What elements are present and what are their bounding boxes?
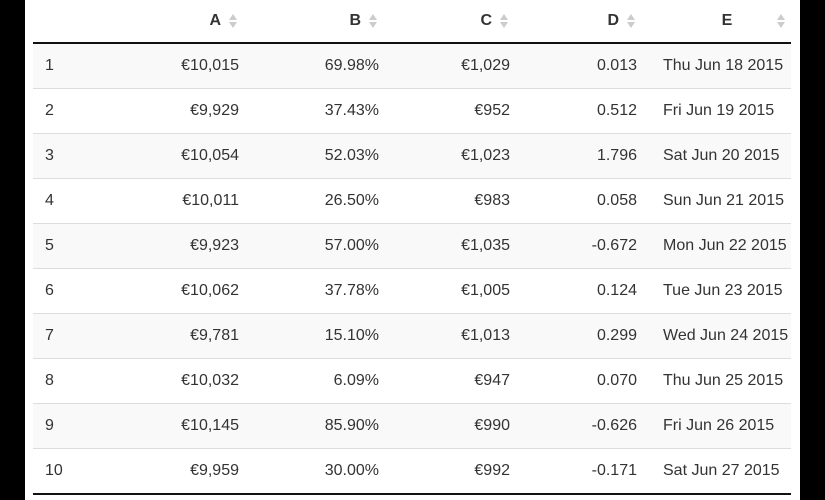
- table-row: 8 €10,032 6.09% €947 0.070 Thu Jun 25 20…: [33, 358, 791, 404]
- cell-d: 1.796: [512, 133, 639, 179]
- cell-a: €10,015: [121, 43, 241, 89]
- table-body: 1 €10,015 69.98% €1,029 0.013 Thu Jun 18…: [33, 43, 791, 495]
- cell-index: 2: [33, 88, 121, 134]
- cell-b: 69.98%: [241, 43, 381, 89]
- cell-c: €1,035: [381, 223, 512, 269]
- cell-e: Sat Jun 27 2015: [639, 448, 791, 495]
- cell-c: €952: [381, 88, 512, 134]
- cell-c: €947: [381, 358, 512, 404]
- sort-both-icon[interactable]: [369, 12, 377, 30]
- cell-b: 57.00%: [241, 223, 381, 269]
- table-header: A B C D E: [33, 0, 791, 44]
- cell-d: 0.070: [512, 358, 639, 404]
- sort-both-icon[interactable]: [500, 12, 508, 30]
- data-table: A B C D E: [33, 0, 791, 495]
- table-row: 7 €9,781 15.10% €1,013 0.299 Wed Jun 24 …: [33, 313, 791, 359]
- cell-b: 37.78%: [241, 268, 381, 314]
- cell-c: €1,005: [381, 268, 512, 314]
- table-row: 4 €10,011 26.50% €983 0.058 Sun Jun 21 2…: [33, 178, 791, 224]
- cell-d: 0.299: [512, 313, 639, 359]
- cell-e: Mon Jun 22 2015: [639, 223, 791, 269]
- cell-e: Fri Jun 26 2015: [639, 403, 791, 449]
- cell-d: 0.013: [512, 43, 639, 89]
- column-header-index: [33, 0, 121, 44]
- cell-b: 6.09%: [241, 358, 381, 404]
- cell-a: €10,062: [121, 268, 241, 314]
- cell-a: €10,011: [121, 178, 241, 224]
- cell-index: 5: [33, 223, 121, 269]
- cell-d: -0.626: [512, 403, 639, 449]
- cell-index: 4: [33, 178, 121, 224]
- cell-c: €1,013: [381, 313, 512, 359]
- header-row: A B C D E: [33, 0, 791, 44]
- cell-e: Fri Jun 19 2015: [639, 88, 791, 134]
- column-header-a-label: A: [209, 12, 221, 29]
- column-header-e[interactable]: E: [639, 0, 791, 44]
- cell-d: -0.171: [512, 448, 639, 495]
- cell-a: €10,054: [121, 133, 241, 179]
- cell-c: €983: [381, 178, 512, 224]
- cell-e: Sat Jun 20 2015: [639, 133, 791, 179]
- cell-e: Sun Jun 21 2015: [639, 178, 791, 224]
- table-panel: A B C D E: [25, 0, 800, 500]
- cell-e: Thu Jun 25 2015: [639, 358, 791, 404]
- cell-d: 0.512: [512, 88, 639, 134]
- column-header-c-label: C: [480, 12, 492, 29]
- cell-b: 26.50%: [241, 178, 381, 224]
- column-header-a[interactable]: A: [121, 0, 241, 44]
- cell-d: -0.672: [512, 223, 639, 269]
- cell-index: 7: [33, 313, 121, 359]
- table-row: 3 €10,054 52.03% €1,023 1.796 Sat Jun 20…: [33, 133, 791, 179]
- cell-a: €9,781: [121, 313, 241, 359]
- cell-e: Wed Jun 24 2015: [639, 313, 791, 359]
- cell-c: €1,023: [381, 133, 512, 179]
- table-row: 10 €9,959 30.00% €992 -0.171 Sat Jun 27 …: [33, 448, 791, 495]
- column-header-b-label: B: [349, 12, 361, 29]
- cell-b: 85.90%: [241, 403, 381, 449]
- column-header-d[interactable]: D: [512, 0, 639, 44]
- table-row: 6 €10,062 37.78% €1,005 0.124 Tue Jun 23…: [33, 268, 791, 314]
- sort-both-icon[interactable]: [229, 12, 237, 30]
- column-header-d-label: D: [607, 12, 619, 29]
- cell-index: 1: [33, 43, 121, 89]
- table-row: 2 €9,929 37.43% €952 0.512 Fri Jun 19 20…: [33, 88, 791, 134]
- cell-c: €990: [381, 403, 512, 449]
- cell-index: 10: [33, 448, 121, 495]
- cell-b: 52.03%: [241, 133, 381, 179]
- cell-index: 6: [33, 268, 121, 314]
- cell-b: 37.43%: [241, 88, 381, 134]
- cell-e: Tue Jun 23 2015: [639, 268, 791, 314]
- column-header-e-label: E: [721, 12, 733, 29]
- table-row: 1 €10,015 69.98% €1,029 0.013 Thu Jun 18…: [33, 43, 791, 89]
- cell-index: 9: [33, 403, 121, 449]
- cell-index: 8: [33, 358, 121, 404]
- cell-a: €10,032: [121, 358, 241, 404]
- cell-c: €992: [381, 448, 512, 495]
- sort-both-icon[interactable]: [627, 12, 635, 30]
- cell-c: €1,029: [381, 43, 512, 89]
- sort-both-icon[interactable]: [777, 12, 785, 30]
- cell-a: €9,923: [121, 223, 241, 269]
- cell-a: €9,929: [121, 88, 241, 134]
- cell-index: 3: [33, 133, 121, 179]
- cell-b: 15.10%: [241, 313, 381, 359]
- cell-a: €10,145: [121, 403, 241, 449]
- cell-d: 0.058: [512, 178, 639, 224]
- cell-b: 30.00%: [241, 448, 381, 495]
- cell-a: €9,959: [121, 448, 241, 495]
- cell-d: 0.124: [512, 268, 639, 314]
- column-header-c[interactable]: C: [381, 0, 512, 44]
- cell-e: Thu Jun 18 2015: [639, 43, 791, 89]
- column-header-b[interactable]: B: [241, 0, 381, 44]
- table-row: 9 €10,145 85.90% €990 -0.626 Fri Jun 26 …: [33, 403, 791, 449]
- table-row: 5 €9,923 57.00% €1,035 -0.672 Mon Jun 22…: [33, 223, 791, 269]
